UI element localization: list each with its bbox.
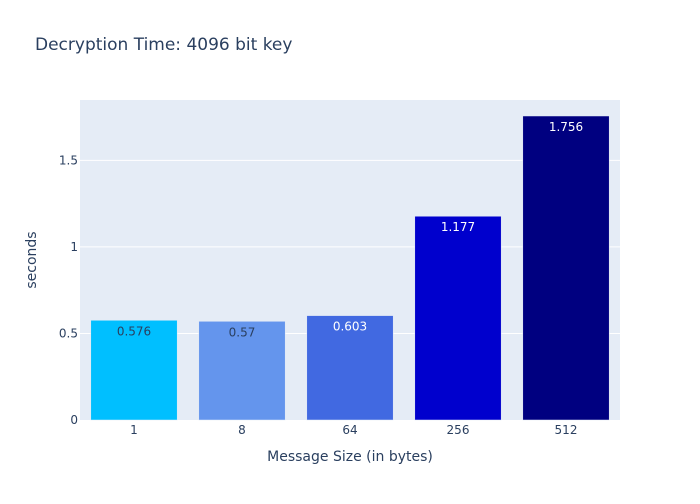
chart-title: Decryption Time: 4096 bit key <box>35 35 292 55</box>
y-tick-label: 0.5 <box>59 326 78 340</box>
y-axis-ticks: 0 0.5 1 1.5 <box>59 153 78 427</box>
bar-value-label: 1.177 <box>441 220 475 234</box>
x-tick-label: 256 <box>447 423 470 437</box>
bar <box>90 320 178 421</box>
bar <box>414 215 502 421</box>
bar-value-label: 1.756 <box>549 120 583 134</box>
x-tick-label: 64 <box>342 423 357 437</box>
x-tick-label: 512 <box>555 423 578 437</box>
bar <box>306 315 394 421</box>
bar <box>522 115 610 421</box>
bar-value-label: 0.57 <box>229 325 256 339</box>
y-tick-label: 1 <box>70 240 78 254</box>
bars: 0.576 0.57 0.603 1.177 1.756 <box>90 115 610 421</box>
y-tick-label: 1.5 <box>59 153 78 167</box>
x-axis-ticks: 1 8 64 256 512 <box>130 423 577 437</box>
x-tick-label: 1 <box>130 423 138 437</box>
y-axis-label: seconds <box>24 231 40 288</box>
y-tick-label: 0 <box>70 413 78 427</box>
x-tick-label: 8 <box>238 423 246 437</box>
bar <box>198 321 286 421</box>
bar-value-label: 0.576 <box>117 324 151 338</box>
bar-value-label: 0.603 <box>333 320 367 334</box>
x-axis-label: Message Size (in bytes) <box>267 449 433 465</box>
